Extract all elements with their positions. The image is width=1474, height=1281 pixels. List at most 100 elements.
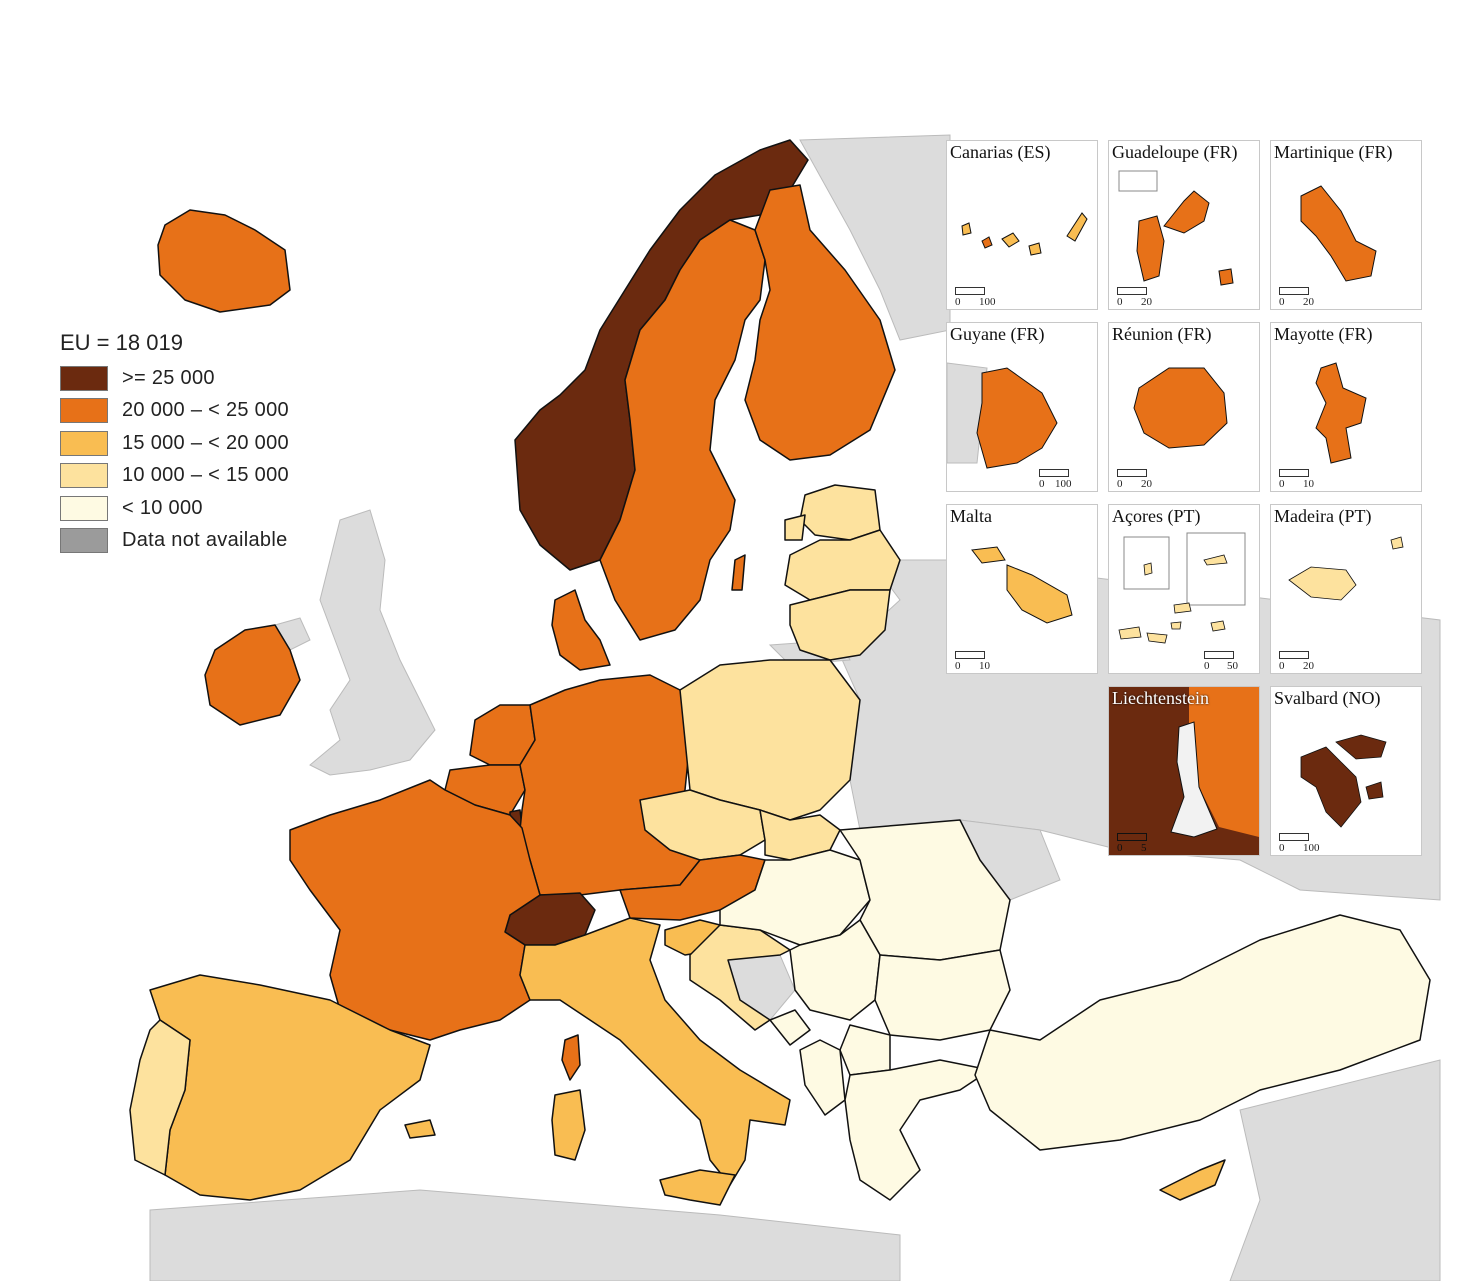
inset-svalbard-map <box>1300 734 1387 828</box>
inset-martinique-map <box>1300 185 1377 282</box>
inset-title: Malta <box>950 506 992 526</box>
edgeoya-island <box>1365 781 1384 800</box>
czechia-region <box>639 789 766 861</box>
scale-min-label: 0 <box>1279 660 1285 672</box>
scale-min-label: 0 <box>1117 842 1123 854</box>
scale-bar <box>1279 833 1309 841</box>
scale-min-label: 0 <box>1117 296 1123 308</box>
scale-bar <box>1279 287 1309 295</box>
latvia-region <box>784 529 901 601</box>
inset-guadeloupe-map <box>1118 170 1234 286</box>
inset-title: Liechtenstein <box>1112 688 1209 708</box>
scale-bar <box>955 651 985 659</box>
legend-row: 10 000 – < 15 000 <box>60 460 289 493</box>
inset-mayotte: Mayotte (FR) 0 10 <box>1270 322 1422 492</box>
north-africa-land <box>149 1189 901 1281</box>
albania-region <box>799 1039 846 1116</box>
turkey-region <box>974 914 1431 1151</box>
inset-madeira-map <box>1288 536 1404 601</box>
iceland-region <box>157 209 291 313</box>
inset-title: Açores (PT) <box>1112 506 1201 526</box>
canary-island <box>1066 212 1088 242</box>
inset-malta: Malta 0 10 <box>946 504 1098 674</box>
canary-island <box>981 236 993 249</box>
legend-swatch <box>60 463 108 489</box>
denmark-region <box>551 589 611 671</box>
porto-santo-island <box>1390 536 1404 550</box>
scale-max-label: 10 <box>1303 478 1314 490</box>
guadeloupe-grande-terre <box>1163 190 1210 234</box>
legend-label: 20 000 – < 25 000 <box>122 399 289 422</box>
inset-guyane: Guyane (FR) 0 100 <box>946 322 1098 492</box>
legend-label: < 10 000 <box>122 496 203 519</box>
marie-galante <box>1218 268 1234 286</box>
guadeloupe-basse-terre <box>1136 215 1165 282</box>
uk-land <box>309 509 436 776</box>
inset-title: Martinique (FR) <box>1274 142 1393 162</box>
canary-island <box>1028 242 1042 256</box>
inset-svalbard: Svalbard (NO) 0 100 <box>1270 686 1422 856</box>
lithuania-region <box>789 589 891 661</box>
scale-max-label: 20 <box>1141 296 1152 308</box>
inset-title: Mayotte (FR) <box>1274 324 1373 344</box>
saaremaa-region <box>784 514 806 541</box>
inset-liechtenstein: Liechtenstein 0 5 <box>1108 686 1260 856</box>
acores-island <box>1146 632 1168 644</box>
inset-martinique: Martinique (FR) 0 20 <box>1270 140 1422 310</box>
hungary-region <box>719 849 871 946</box>
scale-bar <box>1204 651 1234 659</box>
scale-max-label: 100 <box>1055 478 1072 490</box>
legend-swatch <box>60 528 108 554</box>
legend-row: >= 25 000 <box>60 362 289 395</box>
canary-island <box>961 222 972 236</box>
scale-min-label: 0 <box>1279 842 1285 854</box>
legend-swatch <box>60 398 108 424</box>
inset-mayotte-map <box>1315 362 1367 464</box>
scale-max-label: 10 <box>979 660 990 672</box>
scale-max-label: 5 <box>1141 842 1147 854</box>
legend-label: >= 25 000 <box>122 366 215 389</box>
greece-region <box>844 1059 991 1201</box>
locator-box <box>1118 170 1158 192</box>
scale-min-label: 0 <box>1039 478 1045 490</box>
scale-bar <box>1117 833 1147 841</box>
bulgaria-region <box>874 949 1011 1041</box>
legend-label: 15 000 – < 20 000 <box>122 431 289 454</box>
scale-max-label: 50 <box>1227 660 1238 672</box>
reunion-island <box>1133 367 1228 449</box>
acores-island <box>1170 621 1182 630</box>
mayotte-island <box>1315 362 1367 464</box>
russia-northwest-land <box>799 134 951 341</box>
montenegro-region <box>769 1009 811 1046</box>
germany-region <box>519 674 701 896</box>
inset-title: Guyane (FR) <box>950 324 1045 344</box>
scale-min-label: 0 <box>955 660 961 672</box>
corsica-region <box>561 1034 581 1081</box>
legend-label: Data not available <box>122 529 288 552</box>
finland-region <box>744 184 896 461</box>
legend-row: 15 000 – < 20 000 <box>60 427 289 460</box>
austria-surroundings <box>1189 687 1259 837</box>
inset-title: Guadeloupe (FR) <box>1112 142 1238 162</box>
canary-island <box>1001 232 1020 248</box>
scale-bar <box>1279 469 1309 477</box>
legend-swatch <box>60 365 108 391</box>
acores-island <box>1203 554 1228 566</box>
scale-max-label: 20 <box>1303 660 1314 672</box>
inset-malta-map <box>971 546 1073 624</box>
inset-liechtenstein-map <box>1109 687 1259 855</box>
madeira-island <box>1288 566 1357 601</box>
gotland-region <box>731 554 746 591</box>
legend-row: 20 000 – < 25 000 <box>60 395 289 428</box>
martinique-island <box>1300 185 1377 282</box>
inset-title: Réunion (FR) <box>1112 324 1212 344</box>
scale-min-label: 0 <box>1279 478 1285 490</box>
spitsbergen-island <box>1300 746 1362 828</box>
scale-bar <box>955 287 985 295</box>
sweden-region <box>599 219 766 641</box>
legend: EU = 18 019 >= 25 000 20 000 – < 25 000 … <box>60 330 289 557</box>
inset-acores-map <box>1118 532 1246 644</box>
malta-island <box>1006 564 1073 624</box>
inset-title: Svalbard (NO) <box>1274 688 1381 708</box>
inset-canarias-map <box>961 212 1088 256</box>
